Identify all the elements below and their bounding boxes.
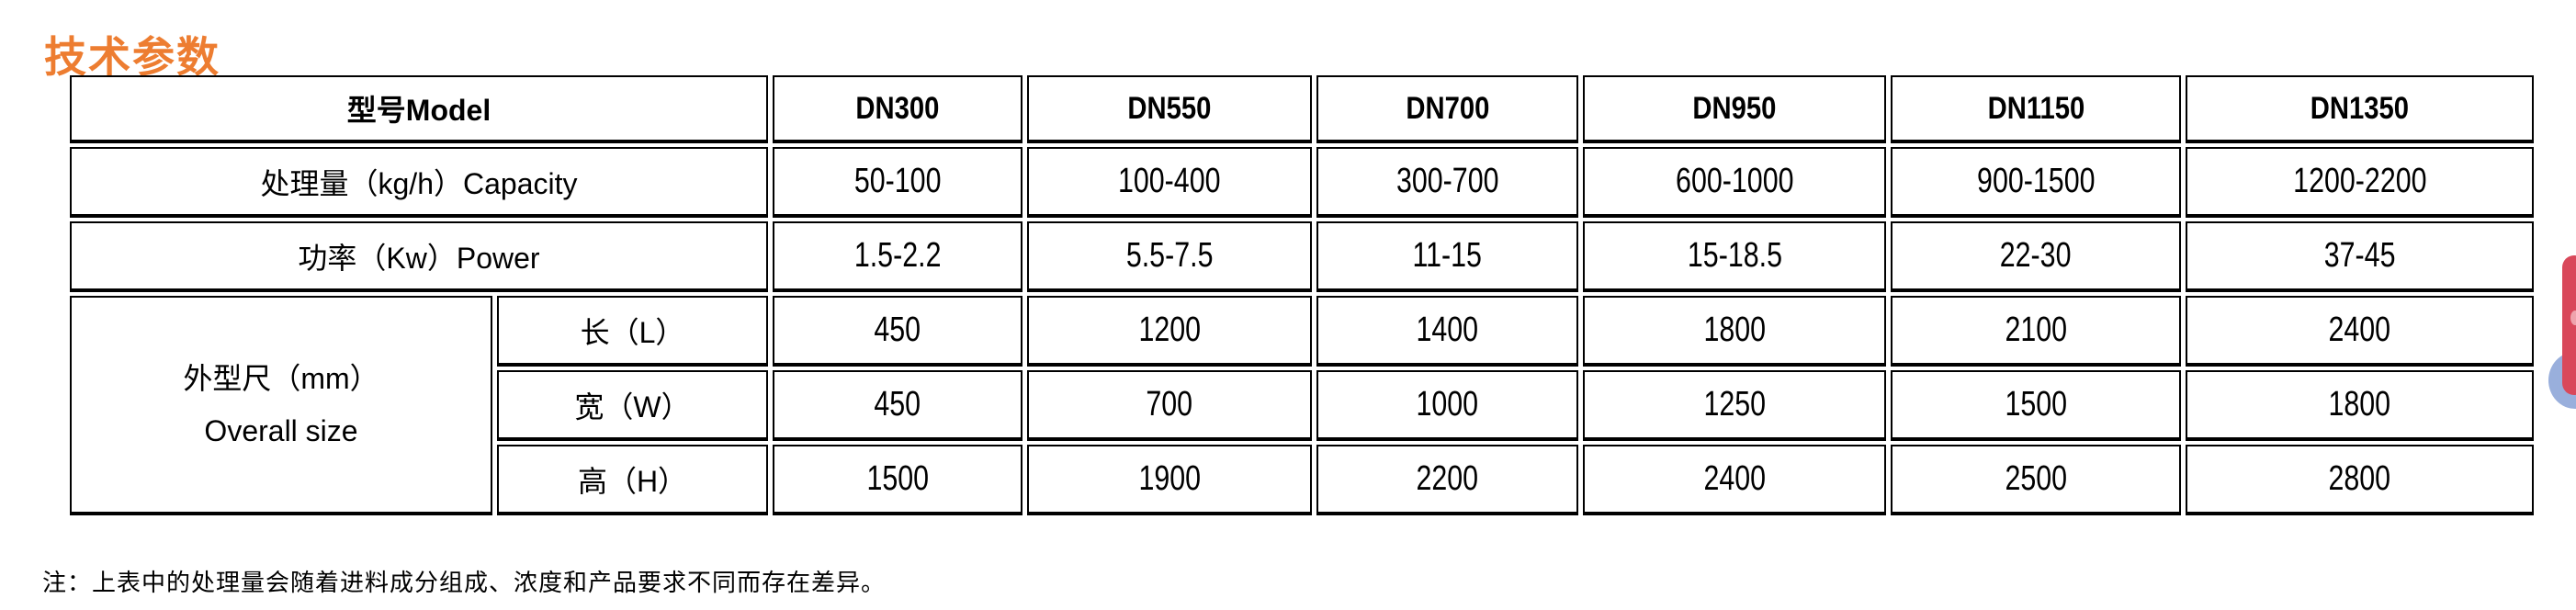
- length-value-dn300[interactable]: 450: [773, 296, 1023, 367]
- model-name: DN1350: [2310, 90, 2410, 126]
- power-label: 功率（Kw）Power: [298, 241, 540, 275]
- power-value-dn950[interactable]: 15-18.5: [1583, 221, 1887, 292]
- width-value-dn550[interactable]: 700: [1027, 370, 1313, 441]
- length-value-dn700[interactable]: 1400: [1316, 296, 1579, 367]
- power-value-dn300[interactable]: 1.5-2.2: [773, 221, 1023, 292]
- cell-value: 1400: [1416, 311, 1479, 349]
- overall-size-label-en: Overall size: [204, 413, 358, 447]
- cell-value: 1000: [1416, 385, 1479, 424]
- width-value-dn300[interactable]: 450: [773, 370, 1023, 441]
- capacity-value-dn950[interactable]: 600-1000: [1583, 147, 1887, 218]
- cell-value: 1900: [1138, 459, 1201, 498]
- height-value-dn950[interactable]: 2400: [1583, 445, 1887, 515]
- model-name: DN950: [1692, 90, 1777, 126]
- width-row: 宽（W） 450 700 1000 1250 1500 1800: [70, 370, 2535, 441]
- header-cell-dn700[interactable]: DN700: [1316, 75, 1579, 143]
- capacity-row: 处理量（kg/h）Capacity 50-100 100-400 300-700…: [70, 147, 2535, 218]
- cell-value: 100-400: [1118, 162, 1221, 200]
- cell-value: 700: [1146, 385, 1193, 424]
- height-value-dn1350[interactable]: 2800: [2186, 445, 2535, 515]
- overall-size-label-cell[interactable]: 外型尺（mm） Overall size: [70, 296, 492, 515]
- cell-value: 15-18.5: [1687, 236, 1782, 275]
- overall-size-label-cn: 外型尺（mm）: [183, 361, 379, 395]
- length-value-dn1150[interactable]: 2100: [1891, 296, 2182, 367]
- height-label: 高（H）: [577, 464, 688, 498]
- length-row: 外型尺（mm） Overall size 长（L） 450 1200 1400 …: [70, 296, 2535, 515]
- spec-table: 型号Model DN300 DN550 DN700 DN950 DN1150 D…: [65, 72, 2538, 519]
- model-name: DN700: [1406, 90, 1490, 126]
- cell-value: 450: [874, 311, 921, 349]
- height-value-dn700[interactable]: 2200: [1316, 445, 1579, 515]
- header-row: 型号Model DN300 DN550 DN700 DN950 DN1150 D…: [70, 75, 2535, 143]
- model-header-label: 型号Model: [346, 94, 491, 127]
- width-value-dn1350[interactable]: 1800: [2186, 370, 2535, 441]
- cell-value: 1500: [2005, 385, 2067, 424]
- header-cell-dn550[interactable]: DN550: [1027, 75, 1313, 143]
- cell-value: 1.5-2.2: [853, 236, 942, 275]
- power-value-dn1150[interactable]: 22-30: [1891, 221, 2182, 292]
- capacity-value-dn300[interactable]: 50-100: [773, 147, 1023, 218]
- cell-value: 22-30: [2000, 236, 2072, 275]
- cell-value: 2100: [2005, 311, 2067, 349]
- cell-value: 450: [874, 385, 921, 424]
- height-value-dn550[interactable]: 1900: [1027, 445, 1313, 515]
- model-name: DN300: [855, 90, 940, 126]
- capacity-value-dn550[interactable]: 100-400: [1027, 147, 1313, 218]
- height-value-dn1150[interactable]: 2500: [1891, 445, 2182, 515]
- cell-value: 50-100: [853, 162, 942, 200]
- clipped-red-capsule-shape: [2562, 255, 2576, 395]
- capacity-value-dn1350[interactable]: 1200-2200: [2186, 147, 2535, 218]
- width-label: 宽（W）: [574, 390, 691, 424]
- model-name: DN550: [1127, 90, 1212, 126]
- height-label-cell[interactable]: 高（H）: [497, 445, 769, 515]
- cell-value: 2200: [1416, 459, 1479, 498]
- power-row: 功率（Kw）Power 1.5-2.2 5.5-7.5 11-15 15-18.…: [70, 221, 2535, 292]
- cell-value: 900-1500: [1976, 162, 2096, 200]
- width-value-dn1150[interactable]: 1500: [1891, 370, 2182, 441]
- cell-value: 1250: [1703, 385, 1766, 424]
- height-row: 高（H） 1500 1900 2200 2400 2500 2800: [70, 445, 2535, 515]
- header-cell-dn1150[interactable]: DN1150: [1891, 75, 2182, 143]
- model-name: DN1150: [1987, 90, 2085, 126]
- cell-value: 1800: [2328, 385, 2391, 424]
- capacity-value-dn700[interactable]: 300-700: [1316, 147, 1579, 218]
- length-value-dn950[interactable]: 1800: [1583, 296, 1887, 367]
- header-cell-dn950[interactable]: DN950: [1583, 75, 1887, 143]
- cell-value: 2400: [2328, 311, 2391, 349]
- cell-value: 2400: [1703, 459, 1766, 498]
- cell-value: 1200: [1138, 311, 1201, 349]
- header-cell-dn300[interactable]: DN300: [773, 75, 1023, 143]
- power-value-dn550[interactable]: 5.5-7.5: [1027, 221, 1313, 292]
- table-footnote: 注：上表中的处理量会随着进料成分组成、浓度和产品要求不同而存在差异。: [42, 569, 887, 596]
- power-value-dn700[interactable]: 11-15: [1316, 221, 1579, 292]
- cell-value: 1200-2200: [2292, 162, 2427, 200]
- model-header-cell[interactable]: 型号Model: [70, 75, 769, 143]
- cell-value: 11-15: [1412, 236, 1483, 275]
- length-value-dn1350-selected-cell[interactable]: 2400: [2186, 296, 2535, 367]
- length-value-dn550[interactable]: 1200: [1027, 296, 1313, 367]
- cell-value: 5.5-7.5: [1125, 236, 1214, 275]
- capacity-value-dn1150[interactable]: 900-1500: [1891, 147, 2182, 218]
- capacity-label-cell[interactable]: 处理量（kg/h）Capacity: [70, 147, 769, 218]
- width-value-dn700[interactable]: 1000: [1316, 370, 1579, 441]
- height-value-dn300[interactable]: 1500: [773, 445, 1023, 515]
- cell-value: 1500: [866, 459, 929, 498]
- page-title: 技术参数: [44, 33, 220, 81]
- power-value-dn1350[interactable]: 37-45: [2186, 221, 2535, 292]
- length-label-cell[interactable]: 长（L）: [497, 296, 769, 367]
- cell-value: 37-45: [2323, 236, 2396, 275]
- clipped-highlight-dot: [2570, 311, 2576, 325]
- cell-value: 1800: [1703, 311, 1766, 349]
- width-value-dn950[interactable]: 1250: [1583, 370, 1887, 441]
- header-cell-dn1350[interactable]: DN1350: [2186, 75, 2535, 143]
- width-label-cell[interactable]: 宽（W）: [497, 370, 769, 441]
- cell-value: 2800: [2328, 459, 2391, 498]
- cell-value: 600-1000: [1675, 162, 1794, 200]
- cell-value: 300-700: [1395, 162, 1499, 200]
- capacity-label: 处理量（kg/h）Capacity: [260, 166, 578, 200]
- power-label-cell[interactable]: 功率（Kw）Power: [70, 221, 769, 292]
- length-label: 长（L）: [580, 315, 685, 349]
- cell-value: 2500: [2005, 459, 2067, 498]
